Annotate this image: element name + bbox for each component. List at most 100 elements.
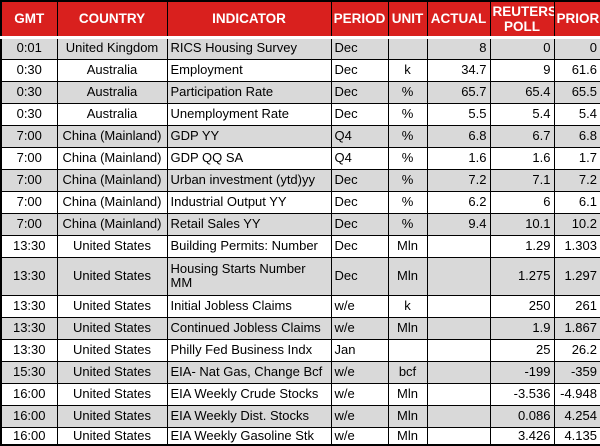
cell-indicator: Housing Starts Number MM — [166, 256, 332, 296]
cell-prior: -4.948 — [553, 382, 600, 406]
cell-actual — [426, 404, 491, 428]
cell-country: Australia — [56, 102, 168, 126]
cell-prior: 1.303 — [553, 234, 600, 258]
cell-actual: 34.7 — [426, 58, 491, 82]
cell-prior: 1.297 — [553, 256, 600, 296]
cell-period: Dec — [330, 256, 389, 296]
cell-gmt: 7:00 — [0, 124, 58, 148]
table-row: 13:30 United States Housing Starts Number … — [0, 256, 600, 296]
cell-reuters-poll: 65.4 — [489, 80, 555, 104]
cell-prior: 65.5 — [553, 80, 600, 104]
cell-unit: % — [387, 124, 428, 148]
cell-period: Dec — [330, 58, 389, 82]
table-row: 16:00 United States EIA Weekly Crude Stock… — [0, 382, 600, 406]
table-row: 13:30 United States Initial Jobless Claims… — [0, 294, 600, 318]
cell-gmt: 13:30 — [0, 294, 58, 318]
cell-country: China (Mainland) — [56, 168, 168, 192]
column-header-period: PERIOD — [330, 0, 389, 39]
cell-indicator: Participation Rate — [166, 80, 332, 104]
cell-reuters-poll: 1.6 — [489, 146, 555, 170]
cell-unit: Mln — [387, 234, 428, 258]
cell-reuters-poll: 6 — [489, 190, 555, 214]
cell-country: United States — [56, 294, 168, 318]
cell-text: Housing Starts Number MM — [170, 260, 306, 290]
table-row: 7:00 China (Mainland) GDP QQ SA Q4% 1.6 1.6 1.… — [0, 146, 600, 170]
cell-period: Dec — [330, 80, 389, 104]
cell-actual — [426, 338, 491, 362]
table-row: 0:30 Australia Unemployment Rate Dec% 5.5 5.4… — [0, 102, 600, 126]
table-row: 13:30 United States Philly Fed Business In… — [0, 338, 600, 362]
cell-period: Dec — [330, 168, 389, 192]
cell-prior: 7.2 — [553, 168, 600, 192]
cell-country: China (Mainland) — [56, 124, 168, 148]
cell-actual — [426, 382, 491, 406]
cell-indicator: Industrial Output YY — [166, 190, 332, 214]
cell-indicator: GDP QQ SA — [166, 146, 332, 170]
cell-prior: 1.7 — [553, 146, 600, 170]
table-row: 0:30 Australia Participation Rate Dec% 65.7 6… — [0, 80, 600, 104]
cell-period: Q4 — [330, 124, 389, 148]
cell-indicator: EIA Weekly Crude Stocks — [166, 382, 332, 406]
cell-unit: Mln — [387, 404, 428, 428]
cell-indicator: RICS Housing Survey — [166, 36, 332, 60]
table-row: 13:30 United States Building Permits: Numb… — [0, 234, 600, 258]
cell-prior: 0 — [553, 36, 600, 60]
column-header-actual: ACTUAL — [426, 0, 491, 39]
cell-unit: k — [387, 294, 428, 318]
cell-period: w/e — [330, 360, 389, 384]
cell-indicator: Urban investment (ytd)yy — [166, 168, 332, 192]
cell-unit: % — [387, 102, 428, 126]
cell-gmt: 16:00 — [0, 426, 58, 446]
cell-reuters-poll: 25 — [489, 338, 555, 362]
table-row: 16:00 United States EIA Weekly Dist. Stock… — [0, 404, 600, 428]
cell-unit: % — [387, 168, 428, 192]
cell-reuters-poll: 0.086 — [489, 404, 555, 428]
cell-indicator: Unemployment Rate — [166, 102, 332, 126]
cell-period: Dec — [330, 102, 389, 126]
cell-country: China (Mainland) — [56, 190, 168, 214]
cell-country: United States — [56, 382, 168, 406]
cell-actual: 6.2 — [426, 190, 491, 214]
cell-prior: 26.2 — [553, 338, 600, 362]
cell-prior: -359 — [553, 360, 600, 384]
cell-gmt: 0:01 — [0, 36, 58, 60]
cell-actual: 5.5 — [426, 102, 491, 126]
cell-indicator: Employment — [166, 58, 332, 82]
cell-gmt: 13:30 — [0, 338, 58, 362]
cell-period: w/e — [330, 316, 389, 340]
column-header-country: COUNTRY — [56, 0, 168, 39]
cell-unit: % — [387, 146, 428, 170]
cell-unit: k — [387, 58, 428, 82]
cell-country: China (Mainland) — [56, 212, 168, 236]
cell-actual: 7.2 — [426, 168, 491, 192]
cell-reuters-poll: 1.29 — [489, 234, 555, 258]
cell-actual — [426, 316, 491, 340]
cell-unit — [387, 338, 428, 362]
cell-prior: 10.2 — [553, 212, 600, 236]
cell-reuters-poll: 0 — [489, 36, 555, 60]
cell-country: United Kingdom — [56, 36, 168, 60]
cell-country: United States — [56, 234, 168, 258]
cell-indicator: EIA Weekly Dist. Stocks — [166, 404, 332, 428]
table-row: 0:30 Australia Employment Dec k 34.7 9 61.6 — [0, 58, 600, 82]
cell-prior: 1.867 — [553, 316, 600, 340]
cell-country: United States — [56, 404, 168, 428]
cell-period: Jan — [330, 338, 389, 362]
cell-unit: Mln — [387, 256, 428, 296]
cell-actual — [426, 294, 491, 318]
cell-gmt: 7:00 — [0, 146, 58, 170]
cell-indicator: EIA- Nat Gas, Change Bcf — [166, 360, 332, 384]
cell-country: United States — [56, 256, 168, 296]
cell-prior: 4.254 — [553, 404, 600, 428]
cell-reuters-poll: 7.1 — [489, 168, 555, 192]
table-row: 7:00 China (Mainland) Urban investment (yt… — [0, 168, 600, 192]
cell-gmt: 13:30 — [0, 316, 58, 340]
cell-unit: % — [387, 190, 428, 214]
cell-prior: 5.4 — [553, 102, 600, 126]
cell-period: w/e — [330, 404, 389, 428]
cell-period: w/e — [330, 294, 389, 318]
cell-country: United States — [56, 316, 168, 340]
cell-prior: 261 — [553, 294, 600, 318]
table-row: 16:00 United States EIA Weekly Gasoline St… — [0, 426, 600, 446]
